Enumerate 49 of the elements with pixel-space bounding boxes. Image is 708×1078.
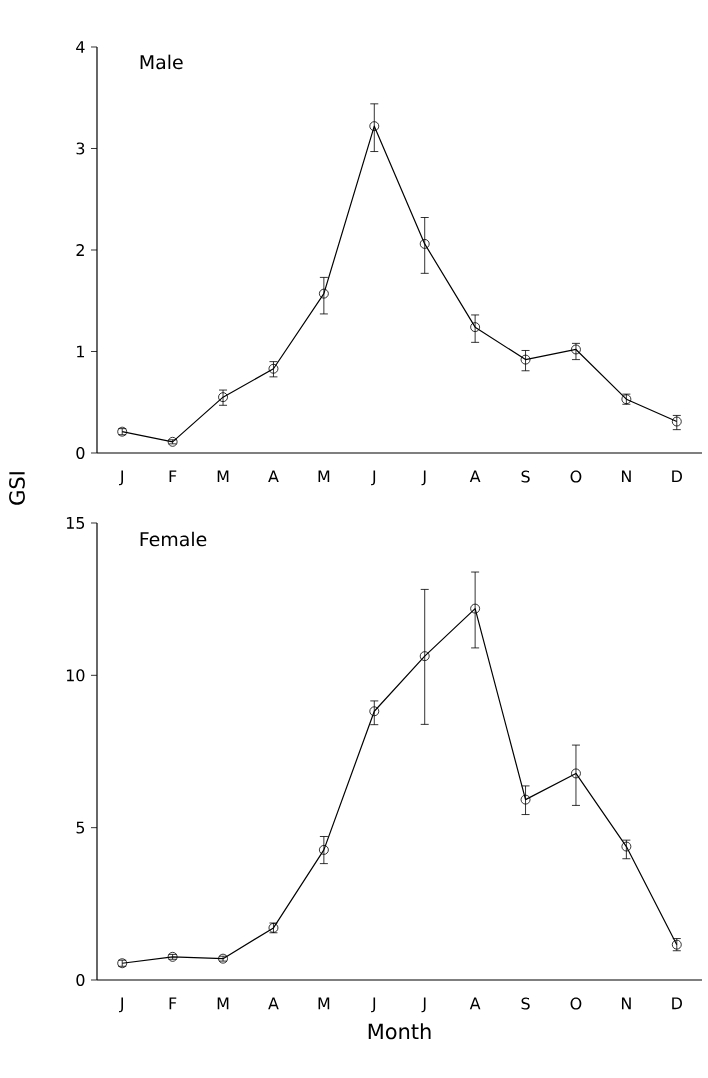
- x-tick-label: A: [469, 470, 481, 483]
- x-tick-label: M: [318, 470, 330, 483]
- x-tick-label: J: [371, 997, 376, 1013]
- point: [318, 845, 329, 855]
- x-tick-label: J: [119, 470, 123, 486]
- y-tick-label: 4: [76, 41, 85, 53]
- x-tick-label: J: [421, 470, 426, 486]
- x-tick-label: M: [318, 997, 330, 1010]
- point: [470, 603, 481, 614]
- point: [369, 706, 380, 717]
- x-tick-label: M: [217, 470, 229, 483]
- x-tick-label: O: [570, 997, 582, 1010]
- y-tick-label: 5: [76, 821, 85, 834]
- x-tick-label: S: [521, 470, 530, 483]
- point: [571, 768, 581, 779]
- y-tick-label: 0: [76, 973, 85, 987]
- point: [520, 354, 531, 365]
- x-tick-label: A: [469, 997, 481, 1010]
- point: [268, 363, 279, 374]
- x-tick-label: F: [169, 997, 177, 1010]
- x-tick-label: J: [371, 470, 376, 486]
- x-tick-label: O: [570, 470, 582, 483]
- point: [520, 794, 531, 805]
- x-tick-label: S: [521, 997, 530, 1010]
- y-tick-label: 0: [76, 446, 85, 460]
- x-tick-label: J: [421, 997, 426, 1013]
- y-tick-label: 1: [77, 345, 85, 358]
- point: [419, 651, 430, 662]
- point: [369, 121, 380, 132]
- x-tick-label: J: [119, 997, 123, 1013]
- x-tick-label: N: [621, 997, 631, 1010]
- y-tick-label: 15: [66, 517, 85, 529]
- y-tick-label: 2: [76, 244, 84, 256]
- point: [318, 288, 329, 299]
- chart-title: Female: [140, 531, 207, 547]
- y-tick-label: 3: [76, 142, 85, 155]
- x-tick-label: D: [672, 997, 682, 1010]
- y-tick-label: 10: [66, 669, 85, 682]
- x-tick-label: M: [217, 997, 229, 1010]
- x-tick-label: A: [268, 470, 279, 483]
- x-tick-label: N: [621, 470, 631, 483]
- x-tick-label: D: [672, 470, 682, 483]
- x-axis-title: Month: [368, 1023, 431, 1040]
- point: [470, 322, 481, 333]
- x-tick-label: A: [268, 997, 279, 1010]
- x-tick-label: F: [169, 470, 177, 483]
- point: [419, 239, 430, 249]
- chart-title: Male: [140, 54, 183, 70]
- y-axis-title: GSI: [9, 472, 25, 505]
